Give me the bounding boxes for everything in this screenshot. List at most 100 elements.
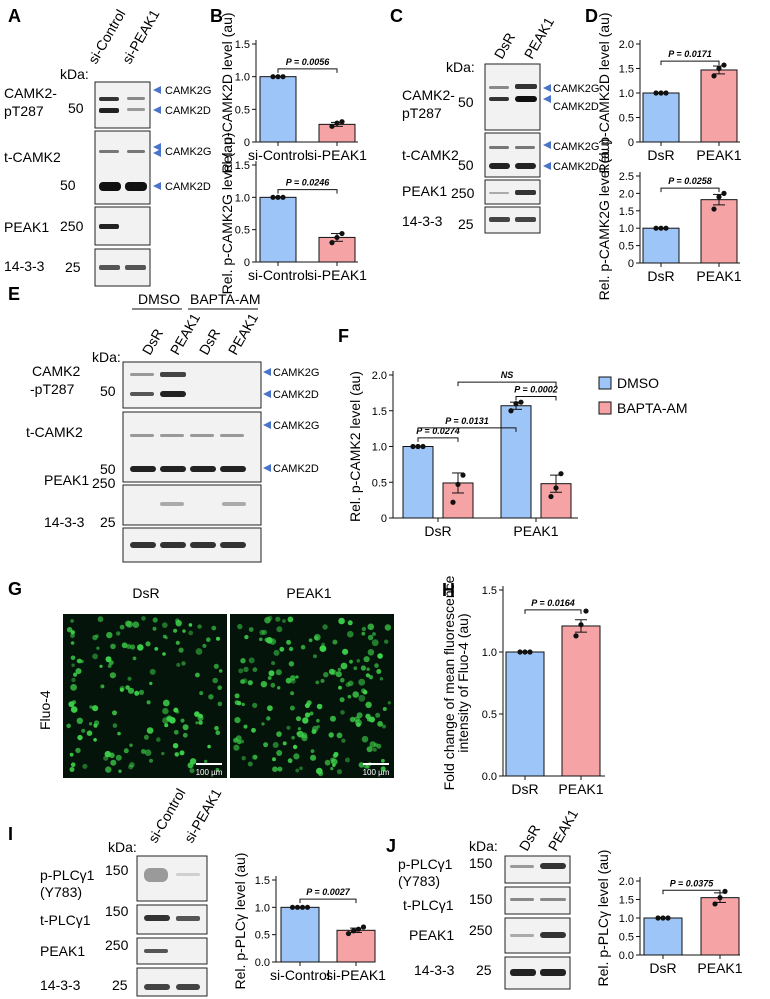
cell xyxy=(70,706,78,713)
data-point xyxy=(522,649,528,655)
cell xyxy=(297,727,301,731)
data-point xyxy=(658,225,664,231)
micrograph-label-peak1: PEAK1 xyxy=(286,585,331,601)
bands-j xyxy=(510,863,566,976)
data-point xyxy=(513,401,519,407)
y-tick-label: 1.5 xyxy=(235,39,250,51)
band xyxy=(127,150,145,153)
label-camk2d: CAMK2D xyxy=(165,105,211,117)
cell xyxy=(243,666,249,673)
blot-tcamk2-a xyxy=(94,130,151,205)
cell xyxy=(384,624,392,631)
band xyxy=(220,542,246,548)
band xyxy=(489,163,510,169)
cell xyxy=(152,626,157,631)
label-camk2g: CAMK2G xyxy=(553,83,599,95)
panel-label-c: C xyxy=(390,6,403,26)
data-point xyxy=(658,90,664,96)
data-point xyxy=(553,485,559,491)
data-point xyxy=(275,74,281,80)
panel-g: G DsR PEAK1 Fluo-4 100 µm 100 µm xyxy=(8,579,394,778)
band xyxy=(515,190,536,195)
cell xyxy=(146,700,151,705)
cell xyxy=(127,687,135,694)
p-value-label: P = 0.0375 xyxy=(670,878,714,888)
cell xyxy=(286,725,291,730)
x-tick-label: DsR xyxy=(649,960,676,976)
cell xyxy=(199,691,204,696)
cell xyxy=(308,638,313,643)
cell xyxy=(240,679,245,684)
cell xyxy=(194,711,200,717)
x-tick-label: si-Control xyxy=(248,147,308,163)
x-tick-label: si-Control xyxy=(270,967,330,983)
y-tick-label: 1.0 xyxy=(619,223,634,235)
bar xyxy=(280,906,320,963)
cell xyxy=(288,646,294,652)
legend-label-bapta: BAPTA-AM xyxy=(617,400,688,416)
cell xyxy=(277,686,281,690)
y-tick-label: 2.0 xyxy=(372,370,387,382)
cell xyxy=(235,735,242,742)
label-camk2d: CAMK2D xyxy=(553,161,599,173)
cell xyxy=(77,658,82,664)
data-point xyxy=(663,90,669,96)
significance-bracket xyxy=(277,68,338,73)
data-point xyxy=(304,904,311,910)
data-point xyxy=(548,493,554,500)
cell xyxy=(336,732,343,739)
band xyxy=(99,182,121,191)
cell xyxy=(377,653,383,659)
y-tick-label: 0 xyxy=(381,513,387,525)
cell xyxy=(277,766,283,772)
marker-25: 25 xyxy=(100,514,116,530)
band xyxy=(127,97,145,100)
significance-bracket xyxy=(277,189,338,194)
row-label-pplc-j: p-PLCγ1 xyxy=(398,856,453,872)
cell xyxy=(100,684,105,689)
y-tick-label: 1.0 xyxy=(372,442,387,454)
cell xyxy=(264,616,271,624)
cell xyxy=(279,646,285,652)
p-value-label: NS xyxy=(501,370,514,380)
data-point xyxy=(339,230,345,237)
marker-250: 250 xyxy=(92,475,116,491)
cell xyxy=(318,771,324,777)
cell xyxy=(341,738,346,743)
row-label-tcamk2-a: t-CAMK2 xyxy=(4,149,61,165)
cell xyxy=(125,685,130,690)
cell xyxy=(86,730,93,736)
row-label-tcamk2-c: t-CAMK2 xyxy=(402,147,459,163)
cell xyxy=(337,667,342,672)
cell xyxy=(260,681,268,688)
cell xyxy=(118,769,122,773)
band xyxy=(190,466,216,472)
data-point xyxy=(573,633,579,639)
significance-bracket xyxy=(660,187,720,193)
band xyxy=(510,898,534,901)
cell xyxy=(107,664,112,668)
band xyxy=(144,984,170,990)
p-value-label: P = 0.0002 xyxy=(514,384,557,394)
cell xyxy=(70,641,75,645)
cell xyxy=(264,637,269,642)
row-label-peak1-e: PEAK1 xyxy=(44,472,89,488)
lane-label-peak1: PEAK1 xyxy=(225,310,262,357)
row-label-peak1-a: PEAK1 xyxy=(4,219,49,235)
cell xyxy=(95,634,99,638)
band xyxy=(99,224,119,229)
label-camk2g: CAMK2G xyxy=(165,146,211,158)
lane-label-dsr: DsR xyxy=(491,30,518,62)
data-point xyxy=(711,73,717,79)
cell xyxy=(234,717,241,724)
cell xyxy=(288,661,295,667)
cell xyxy=(195,721,199,725)
legend-swatch-dmso xyxy=(598,376,612,390)
cell xyxy=(119,624,125,630)
data-point xyxy=(350,928,357,934)
marker-150: 150 xyxy=(105,903,129,919)
marker-250: 250 xyxy=(451,185,475,201)
cell xyxy=(179,750,185,756)
cell xyxy=(149,681,153,686)
cell xyxy=(347,630,354,638)
